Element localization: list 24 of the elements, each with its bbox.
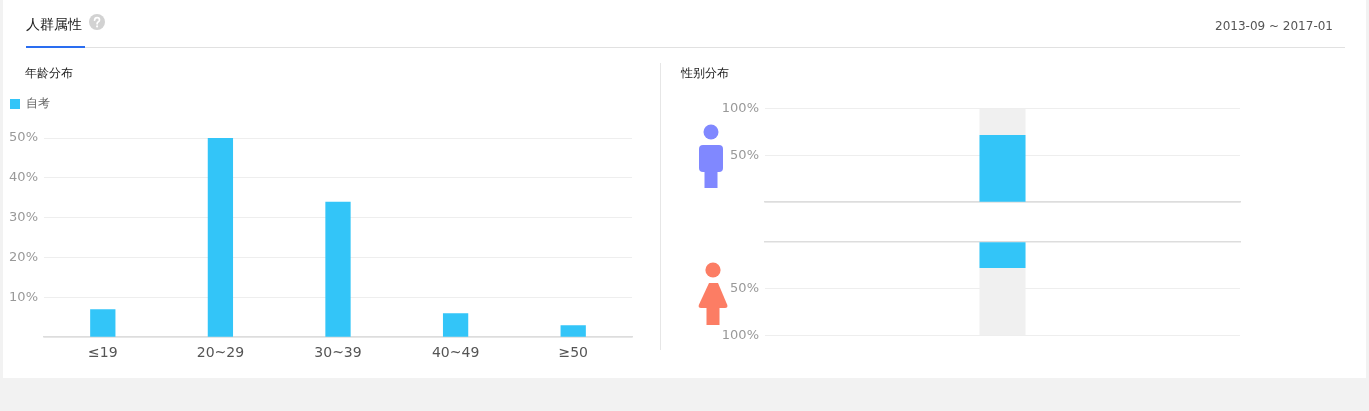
- y-tick-label: 40%: [9, 169, 38, 185]
- chart-title: 年龄分布: [25, 65, 73, 81]
- bar: [207, 138, 234, 337]
- bar: [560, 325, 586, 337]
- y-tick-label: 50%: [730, 279, 759, 295]
- x-tick-label: ≤19: [88, 344, 118, 361]
- x-tick-label: 40~49: [431, 344, 480, 361]
- y-tick-label: 10%: [9, 288, 38, 304]
- text: 2013-09 ~ 2017-01: [1215, 18, 1333, 34]
- y-tick-label: 100%: [721, 100, 759, 116]
- bar: [325, 201, 351, 337]
- x-tick-label: 30~39: [314, 344, 362, 361]
- y-tick-label: 30%: [9, 209, 38, 225]
- bar: [442, 313, 469, 337]
- x-tick-label: 20~29: [196, 344, 245, 361]
- text: 人群属性: [26, 15, 82, 33]
- bar: [90, 309, 116, 337]
- y-tick-label: 50%: [9, 129, 38, 145]
- chart-title: 性别分布: [681, 65, 729, 81]
- x-tick-label: ≥50: [558, 344, 588, 361]
- legend-label: 自考: [26, 96, 50, 111]
- y-tick-label: 20%: [9, 248, 38, 264]
- y-tick-label: 100%: [721, 326, 759, 342]
- y-tick-label: 50%: [730, 146, 759, 162]
